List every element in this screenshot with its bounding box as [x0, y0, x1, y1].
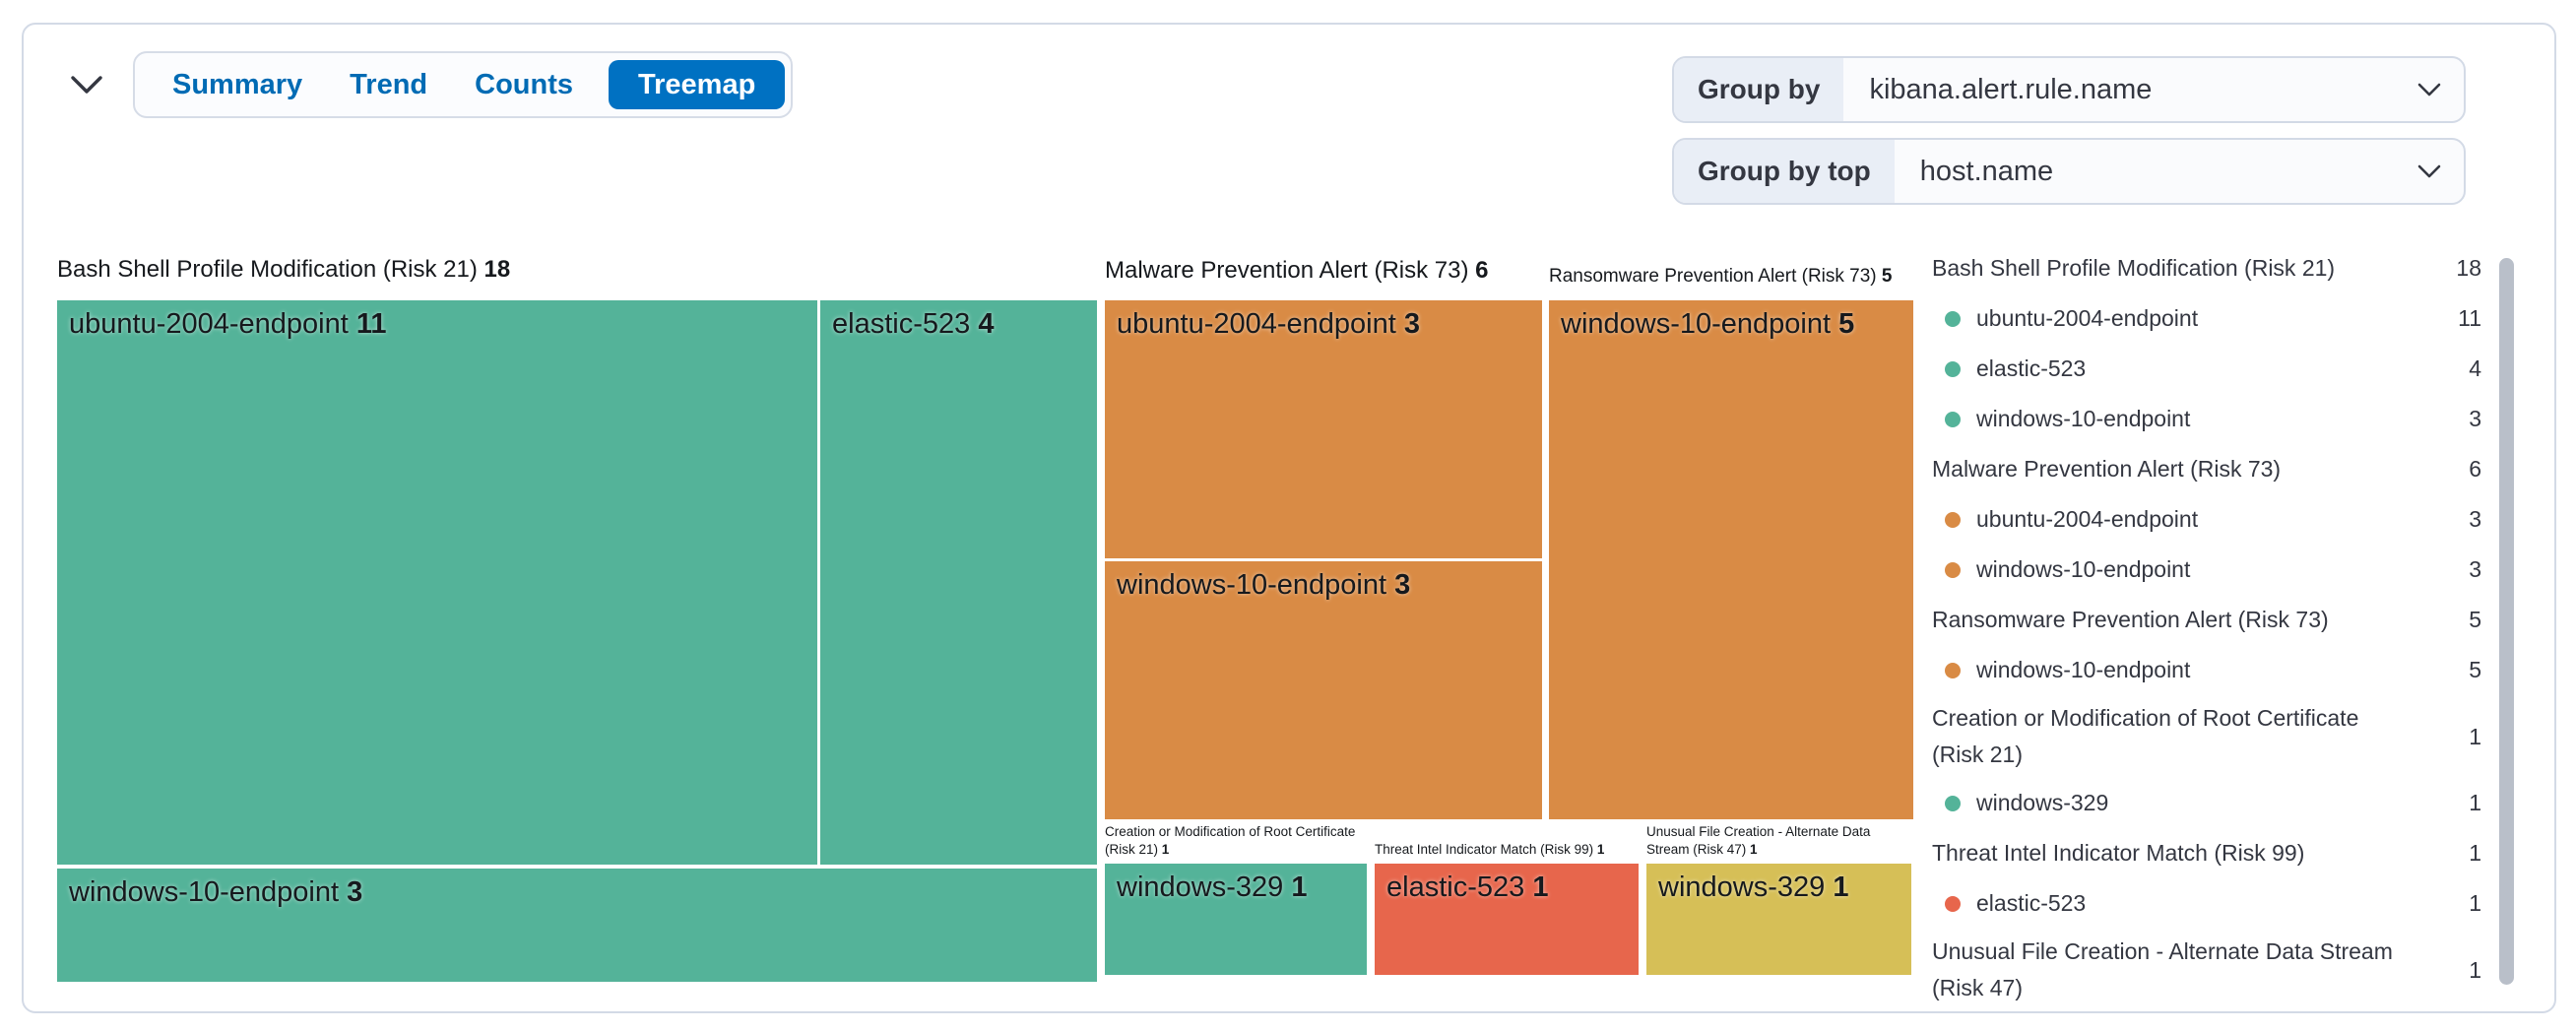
group-by-top-label: Group by top [1674, 140, 1895, 203]
treemap-group-header: Creation or Modification of Root Certifi… [1105, 824, 1356, 857]
legend-item[interactable]: windows-10-endpoint 3 [1932, 545, 2481, 595]
legend-item[interactable]: Unusual File Creation - Alternate Data S… [1932, 938, 2481, 1000]
treemap-group-header: Bash Shell Profile Modification (Risk 21… [57, 256, 511, 283]
legend-item[interactable]: Malware Prevention Alert (Risk 73) 6 [1932, 456, 2481, 482]
legend-bullet-icon [1945, 511, 1961, 528]
treemap-tile[interactable]: elastic-523 4 [820, 300, 1097, 865]
group-by-top-select: Group by top host.name [1672, 138, 2466, 205]
treemap-tile[interactable]: windows-10-endpoint 3 [57, 869, 1097, 982]
legend-bullet-icon [1945, 360, 1961, 377]
legend-item[interactable]: ubuntu-2004-endpoint 3 [1932, 494, 2481, 545]
treemap-tile[interactable]: ubuntu-2004-endpoint 3 [1105, 300, 1542, 558]
collapse-section-button[interactable] [63, 63, 110, 106]
treemap-group-header: Threat Intel Indicator Match (Risk 99) 1 [1375, 842, 1605, 857]
legend-item[interactable]: Ransomware Prevention Alert (Risk 73) 5 [1932, 607, 2481, 632]
group-by-value[interactable]: kibana.alert.rule.name [1869, 73, 2153, 105]
treemap-legend: Bash Shell Profile Modification (Risk 21… [1932, 243, 2481, 1011]
treemap-group-header: Malware Prevention Alert (Risk 73) 6 [1105, 257, 1489, 284]
legend-bullet-icon [1945, 795, 1961, 811]
legend-bullet-icon [1945, 561, 1961, 578]
treemap-tile[interactable]: elastic-523 1 [1375, 864, 1639, 975]
group-by-top-value[interactable]: host.name [1919, 155, 2054, 187]
chevron-down-icon [69, 73, 104, 97]
legend-scrollbar-thumb[interactable] [2499, 258, 2514, 985]
treemap-group-header: Unusual File Creation - Alternate Data S… [1646, 824, 1871, 857]
legend-item[interactable]: windows-10-endpoint 3 [1932, 394, 2481, 444]
legend-bullet-icon [1945, 310, 1961, 327]
treemap-tile[interactable]: windows-329 1 [1646, 864, 1911, 975]
treemap-tile[interactable]: ubuntu-2004-endpoint 11 [57, 300, 817, 865]
chevron-down-icon[interactable] [2416, 58, 2464, 121]
legend-item[interactable]: windows-329 1 [1932, 778, 2481, 828]
treemap-tile[interactable]: windows-10-endpoint 3 [1105, 561, 1542, 819]
tab-summary[interactable]: Summary [149, 55, 326, 114]
treemap-tile[interactable]: windows-10-endpoint 5 [1549, 300, 1913, 819]
legend-item[interactable]: windows-10-endpoint 5 [1932, 645, 2481, 695]
legend-item[interactable]: Bash Shell Profile Modification (Risk 21… [1932, 255, 2481, 281]
group-by-label: Group by [1674, 58, 1844, 121]
legend-item[interactable]: Threat Intel Indicator Match (Risk 99) 1 [1932, 840, 2481, 866]
chevron-down-icon[interactable] [2416, 140, 2464, 203]
legend-item[interactable]: elastic-523 1 [1932, 878, 2481, 929]
group-by-select: Group by kibana.alert.rule.name [1672, 56, 2466, 123]
tab-treemap[interactable]: Treemap [609, 60, 786, 109]
legend-bullet-icon [1945, 895, 1961, 912]
legend-bullet-icon [1945, 662, 1961, 678]
treemap-group-header: Ransomware Prevention Alert (Risk 73) 5 [1549, 266, 1893, 287]
legend-item[interactable]: elastic-523 4 [1932, 344, 2481, 394]
treemap-tile[interactable]: windows-329 1 [1105, 864, 1367, 975]
tab-trend[interactable]: Trend [326, 55, 451, 114]
view-toggle-group: Summary Trend Counts Treemap [133, 51, 794, 118]
legend-item[interactable]: ubuntu-2004-endpoint 11 [1932, 293, 2481, 344]
legend-bullet-icon [1945, 411, 1961, 427]
legend-item[interactable]: Creation or Modification of Root Certifi… [1932, 705, 2481, 767]
tab-counts[interactable]: Counts [451, 55, 597, 114]
